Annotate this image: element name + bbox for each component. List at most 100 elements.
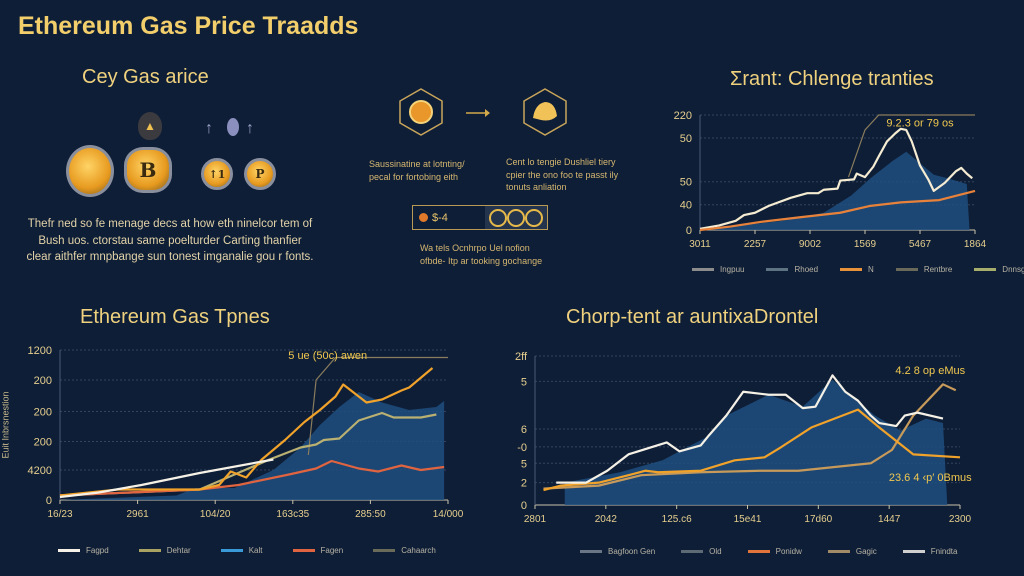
x-tick-label: 16/23	[47, 509, 72, 520]
legend-swatch	[902, 550, 925, 553]
chart-annotation: 23.6 4 ‹p′ 0Bmus	[889, 472, 972, 484]
series-line-n	[699, 189, 976, 232]
arrow-up-icon: ↑	[246, 120, 254, 137]
gas-hexagon-icon	[399, 88, 443, 136]
y-tick-label: 200	[34, 407, 52, 419]
left-heading: Cey Gas arice	[82, 66, 209, 88]
x-tick-label: 2961	[126, 509, 149, 520]
y-tick-label: -0	[517, 442, 527, 454]
drop-icon	[227, 118, 239, 136]
legend-item: Fagpd	[58, 546, 109, 555]
x-tick-label: 1447	[878, 514, 901, 525]
legend-label: Kalt	[248, 546, 263, 555]
drop-icon: ▲	[138, 112, 162, 140]
area-kalt	[60, 392, 445, 500]
series-line-fnindta	[556, 374, 944, 484]
legend-swatch	[766, 268, 789, 271]
x-tick-label: 104/20	[200, 509, 231, 520]
x-tick-label: 1569	[854, 239, 877, 250]
chart3-title: Chorp-tent ar auntixaDrontel	[566, 306, 819, 328]
legend-label: Rentbre	[923, 265, 953, 274]
gold-hexagon-icon	[523, 88, 567, 136]
legend-swatch	[827, 550, 850, 553]
coin-icon: P	[244, 158, 276, 190]
legend-label: Old	[709, 547, 722, 556]
ring-icon	[525, 208, 543, 227]
legend-label: N	[868, 265, 874, 274]
series-line-ingpuu	[699, 127, 973, 230]
x-tick-label: 2300	[949, 514, 972, 525]
x-tick-label: 9002	[799, 239, 822, 250]
series-line-fagpd	[59, 458, 274, 499]
legend-label: Ponidw	[775, 547, 802, 556]
legend-label: Fagen	[320, 546, 344, 555]
coin-icon: ↑1	[201, 158, 233, 190]
arrow-up-icon: ↑	[205, 120, 213, 137]
legend-swatch	[974, 268, 997, 271]
legend-swatch	[58, 549, 80, 552]
series-line-dehtar	[59, 411, 437, 497]
legend-swatch	[681, 550, 704, 553]
chart-annotation: 9.2.3 or 79 os	[886, 118, 954, 130]
y-tick-label: 0	[686, 225, 692, 237]
x-tick-label: 2257	[744, 239, 767, 250]
legend-label: Rhoed	[794, 265, 819, 274]
legend-item: Ponidw	[747, 547, 802, 556]
legend-swatch	[373, 549, 396, 552]
chart1-title: Σrant: Chlenge tranties	[730, 68, 934, 90]
y-tick-label: 0	[46, 495, 52, 507]
page-title: Ethereum Gas Price Traadds	[18, 12, 359, 40]
ring-icon	[489, 208, 507, 227]
legend-label: Cahaarch	[401, 546, 436, 555]
caption-left: Saussinatine at lotnting/ pecal for fort…	[369, 159, 465, 182]
legend-item: Fnindta	[902, 547, 958, 556]
y-tick-label: 40	[680, 200, 692, 212]
chart3-legend: Bagfoon Gen Old Ponidw Gagic Fnindta	[580, 547, 957, 556]
legend-swatch	[580, 550, 602, 553]
legend-label: Bagfoon Gen	[608, 547, 656, 556]
legend-swatch	[747, 550, 770, 553]
legend-item: Gagic	[827, 547, 877, 556]
x-tick-label: 17d60	[804, 514, 832, 525]
legend-item: Ingpuu	[692, 265, 744, 274]
y-tick-label: 50	[680, 177, 692, 189]
x-tick-label: 15e41	[734, 514, 762, 525]
callout-line	[307, 356, 448, 456]
legend-swatch	[840, 268, 863, 271]
box-label: $-4	[432, 211, 448, 224]
y-tick-label: 220	[674, 110, 692, 122]
x-tick-label: 3011	[689, 239, 711, 250]
chart1-legend: Ingpuu Rhoed N Rentbre Dnnsg-Rhoro	[692, 265, 1024, 274]
legend-item: Cahaarch	[373, 546, 436, 555]
x-tick-label: 285:50	[355, 509, 386, 520]
x-tick-label: 5467	[909, 239, 932, 250]
y-tick-label: 200	[34, 375, 52, 387]
legend-swatch	[138, 549, 161, 552]
y-tick-label: 4200	[28, 465, 52, 477]
chart2-legend: Fagpd Dehtar Kalt Fagen Cahaarch	[58, 546, 436, 555]
y-tick-label: 2ff	[515, 351, 528, 363]
y-tick-label: 0	[521, 500, 527, 512]
arrow-right-icon	[466, 109, 490, 117]
legend-label: Dnnsg-Rhoro	[1002, 265, 1024, 274]
legend-swatch	[220, 549, 243, 552]
x-tick-label: 14/000	[433, 509, 464, 520]
legend-item: Dnnsg-Rhoro	[974, 265, 1024, 274]
legend-label: Dehtar	[166, 546, 191, 555]
legend-item: Rentbre	[895, 265, 953, 274]
legend-swatch	[292, 549, 315, 552]
chart2-title: Ethereum Gas Tpnes	[80, 306, 270, 328]
legend-item: N	[840, 265, 874, 274]
chart-annotation: 4.2 8 op eMus	[895, 365, 965, 377]
legend-label: Fnindta	[930, 547, 958, 556]
legend-item: Fagen	[292, 546, 344, 555]
series-line-orange	[59, 367, 434, 497]
legend-item: Dehtar	[138, 546, 191, 555]
bitcoin-coin-icon: B	[124, 147, 172, 193]
series-line-fagen	[59, 459, 445, 497]
legend-swatch	[895, 268, 918, 271]
y-tick-label: 200	[34, 437, 52, 449]
legend-label: Gagic	[855, 547, 877, 556]
legend-swatch	[692, 268, 714, 271]
caption-right: Cent lo tengie Dushliel tiery cpier the …	[506, 157, 619, 192]
